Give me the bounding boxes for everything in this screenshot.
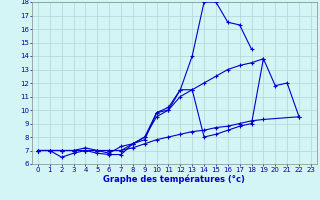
X-axis label: Graphe des températures (°c): Graphe des températures (°c) [103, 174, 245, 184]
